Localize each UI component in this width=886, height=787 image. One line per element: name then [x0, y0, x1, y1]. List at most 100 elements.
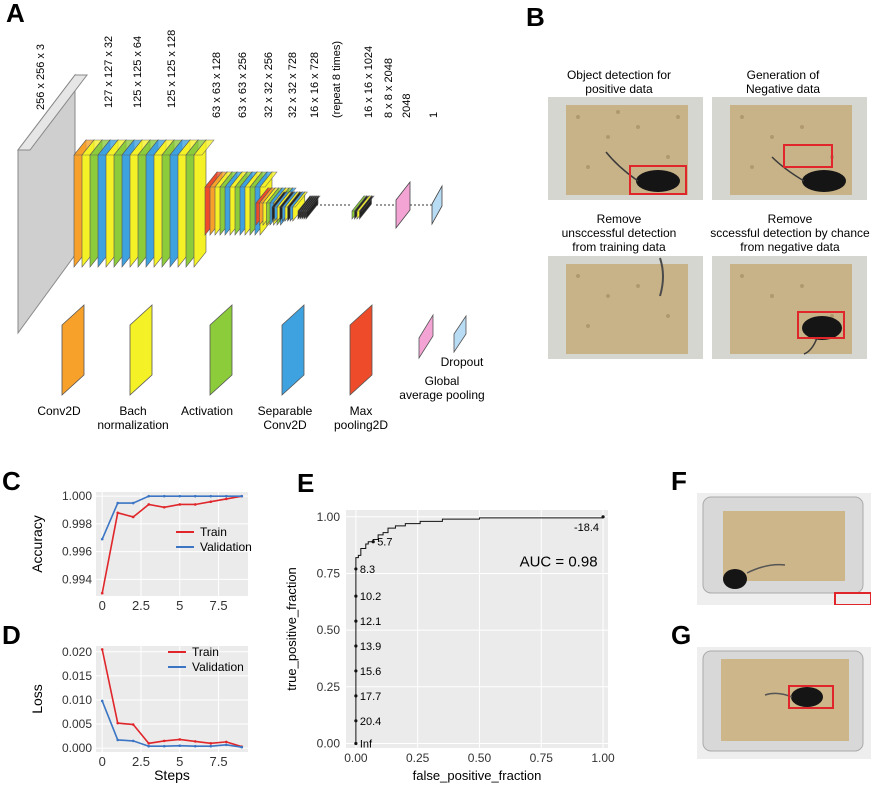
photo-f-cage: [697, 493, 871, 605]
x-tick-label: 2.5: [132, 754, 150, 769]
y-axis-label: Accuracy: [29, 515, 45, 573]
dropout-layer: [431, 184, 443, 226]
threshold-label: 20.4: [360, 716, 381, 728]
data-point: [100, 537, 104, 541]
threshold-label: 8.3: [360, 564, 375, 576]
panel-label-g: G: [671, 620, 692, 650]
threshold-label: Inf: [360, 738, 373, 750]
threshold-point: [354, 644, 358, 648]
accuracy-chart: 0.994 0.996 0.998 1.000 0 2.5 5 7.5 Accuracy Trai…: [29, 489, 252, 613]
data-point: [162, 739, 166, 743]
layer-slab: [193, 139, 207, 268]
data-point: [147, 742, 151, 745]
photo-remove-unsuccessful: [548, 256, 703, 359]
y-tick-label: 0.994: [62, 572, 92, 586]
y-tick-label: 0.75: [317, 566, 341, 580]
legend-separable-conv2d: Separable Conv2D: [257, 404, 313, 432]
data-point: [224, 743, 228, 747]
x-tick-label: 0.00: [344, 751, 368, 765]
legend-slab-1: [129, 304, 153, 396]
legend-label: Validation: [200, 540, 252, 554]
threshold-point: [354, 694, 358, 698]
data-point: [100, 648, 104, 651]
threshold-label: 12.1: [360, 616, 381, 628]
data-point: [178, 503, 182, 506]
auc-label: AUC = 0.98: [520, 554, 598, 571]
legend-slabs: [61, 304, 467, 396]
dimension-label: 125 x 125 x 128: [166, 30, 178, 108]
y-tick-label: 0.50: [317, 623, 341, 637]
data-point: [193, 740, 197, 743]
x-axis-label: false_positive_fraction: [413, 768, 542, 783]
loss-chart: 0.000 0.005 0.010 0.015 0.020 0 2.5 5 7.5 Loss Ste…: [29, 645, 248, 783]
legend-label: Train: [200, 525, 227, 539]
panel-label-a: A: [6, 0, 25, 28]
layer-slab-top: [305, 195, 321, 212]
legend-label: Train: [192, 645, 219, 659]
dimension-label: 63 x 63 x 128: [211, 52, 223, 118]
layer-slab-top: [292, 191, 309, 208]
photo-remove-chance-detection: [712, 256, 867, 359]
photo-title-2: Generation of Negative data: [745, 68, 821, 96]
gap-layer: [395, 180, 411, 230]
threshold-point: [601, 515, 605, 519]
data-point: [209, 744, 213, 748]
series-line-train: [101, 649, 243, 748]
threshold-point: [354, 669, 358, 673]
legend-label: Validation: [192, 660, 244, 674]
x-tick-label: 5: [176, 598, 183, 613]
data-point: [147, 744, 151, 748]
x-tick-label: 2.5: [132, 598, 150, 613]
photo-g-cage: [697, 647, 871, 759]
x-tick-label: 7.5: [209, 754, 227, 769]
data-point: [224, 494, 228, 498]
layer-slab-top: [358, 195, 375, 212]
x-tick-label: 0: [99, 754, 106, 769]
dimension-label: 8 x 8 x 2048: [383, 58, 395, 118]
data-point: [224, 740, 228, 744]
panel-label-d: D: [2, 620, 21, 650]
legend-global-avg-pooling: Global average pooling: [399, 374, 485, 402]
y-tick-label: 0.996: [62, 545, 92, 559]
dimension-label: 32 x 32 x 728: [287, 52, 299, 118]
legend-activation: Activation: [180, 404, 234, 418]
layer-stack: [73, 139, 375, 268]
legend-conv2d: Conv2D: [37, 404, 81, 418]
x-tick-label: 0: [99, 598, 106, 613]
threshold-label: 5.7: [377, 537, 392, 549]
data-point: [147, 503, 151, 506]
y-tick-label: 0.005: [62, 717, 92, 731]
data-point: [100, 591, 104, 595]
dimension-label: 63 x 63 x 256: [237, 52, 249, 118]
data-point: [147, 494, 151, 498]
photo-title-3: Remove unsccessful detection from traini…: [561, 212, 677, 254]
y-tick-label: 0.25: [317, 680, 341, 694]
data-point: [131, 515, 135, 519]
dimension-labels: 256 x 256 x 3 127 x 127 x 32 125 x 125 x 6…: [35, 30, 440, 118]
dimension-label: 32 x 32 x 256: [263, 52, 275, 118]
threshold-label: -18.4: [574, 522, 599, 534]
x-tick-label: 0.50: [468, 751, 492, 765]
data-point: [178, 738, 182, 741]
y-tick-label: 1.000: [62, 489, 92, 503]
legend-slab-4: [349, 304, 373, 396]
x-tick-label: 0.25: [406, 751, 430, 765]
y-axis-label: true_positive_fraction: [284, 567, 299, 691]
data-point: [193, 494, 197, 498]
data-point: [193, 744, 197, 748]
data-point: [162, 744, 166, 748]
data-point: [131, 723, 135, 726]
panel-label-e: E: [297, 468, 315, 498]
y-axis-label: Loss: [29, 684, 45, 714]
plot-background: [96, 492, 248, 596]
series-line-train: [101, 495, 242, 594]
legend-slab-3: [281, 304, 305, 396]
data-point: [162, 494, 166, 498]
data-point: [240, 494, 244, 498]
legend-slab-2: [209, 304, 233, 396]
y-tick-label: 0.998: [62, 517, 92, 531]
threshold-point: [354, 594, 358, 598]
data-point: [209, 494, 213, 498]
threshold-label: 17.7: [360, 691, 381, 703]
dimension-label: 16 x 16 x 1024: [363, 46, 375, 118]
